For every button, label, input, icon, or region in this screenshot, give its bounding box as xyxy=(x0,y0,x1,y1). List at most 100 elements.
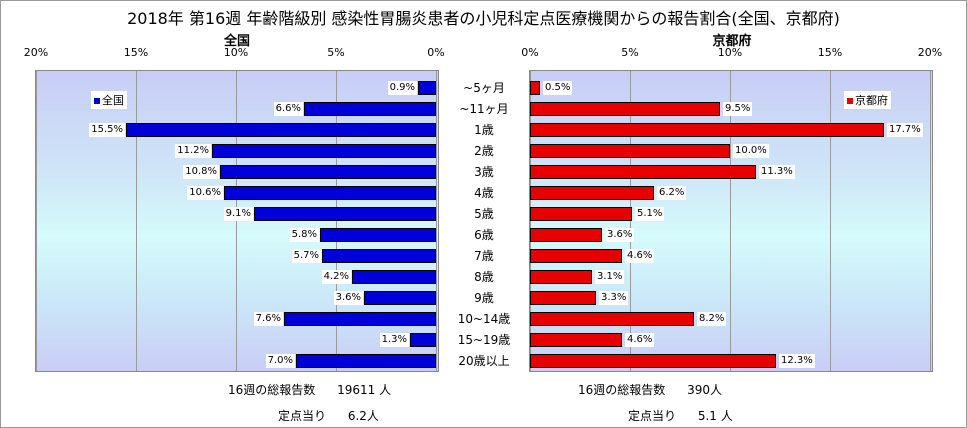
kyoto-data-label: 6.2% xyxy=(657,186,687,200)
age-category-label: 10~14歳 xyxy=(457,312,511,326)
national-bar xyxy=(220,165,436,179)
national-bar xyxy=(212,144,436,158)
left-tick-label: 0% xyxy=(427,46,445,59)
kyoto-data-label: 11.3% xyxy=(759,165,795,179)
national-bar xyxy=(304,102,436,116)
right-total-reports: 16週の総報告数 390人 xyxy=(578,381,722,398)
age-category-label: 20歳以上 xyxy=(458,354,510,368)
kyoto-data-label: 3.6% xyxy=(605,228,635,242)
kyoto-bar xyxy=(530,207,632,221)
right-tick-label: 15% xyxy=(817,46,843,59)
kyoto-data-label: 4.6% xyxy=(625,249,655,263)
kyoto-bar xyxy=(530,144,730,158)
left-per-value: 6.2人 xyxy=(347,409,379,423)
left-total-reports: 16週の総報告数 19611 人 xyxy=(228,381,391,398)
left-tick-label: 10% xyxy=(223,46,249,59)
national-data-label: 4.2% xyxy=(321,270,351,284)
kyoto-bar xyxy=(530,354,776,368)
national-bar xyxy=(254,207,436,221)
national-bar xyxy=(418,81,436,95)
national-data-label: 9.1% xyxy=(223,207,253,221)
right-legend: 京都府 xyxy=(844,91,891,109)
legend-swatch-kyoto xyxy=(847,98,853,104)
national-data-label: 5.8% xyxy=(289,228,319,242)
left-gridline xyxy=(136,71,137,371)
left-gridline xyxy=(36,71,37,371)
kyoto-data-label: 17.7% xyxy=(887,123,923,137)
right-per-sentinel: 定点当り 5.1 人 xyxy=(628,407,733,424)
left-per-sentinel: 定点当り 6.2人 xyxy=(278,407,379,424)
left-tick-label: 5% xyxy=(327,46,345,59)
kyoto-bar xyxy=(530,249,622,263)
national-bar xyxy=(410,333,436,347)
left-gridline xyxy=(436,71,437,371)
right-tick-label: 20% xyxy=(917,46,943,59)
left-total-label: 16週の総報告数 xyxy=(228,383,316,397)
national-bar xyxy=(126,123,436,137)
right-total-value: 390人 xyxy=(687,383,723,397)
kyoto-bar xyxy=(530,228,602,242)
age-category-label: 3歳 xyxy=(474,165,494,179)
kyoto-bar xyxy=(530,186,654,200)
right-gridline xyxy=(630,71,631,371)
left-tick-label: 20% xyxy=(23,46,49,59)
kyoto-data-label: 3.1% xyxy=(595,270,625,284)
age-category-label: 5歳 xyxy=(474,207,494,221)
kyoto-bar xyxy=(530,312,694,326)
right-panel-title: 京都府 xyxy=(712,34,752,49)
national-data-label: 5.7% xyxy=(291,249,321,263)
kyoto-data-label: 5.1% xyxy=(635,207,665,221)
right-plot-area: 京都府 0.5% 9.5% 17.7% 10.0% 11.3% 6.2% 5.1% 3.6% 4… xyxy=(529,70,933,372)
right-gridline xyxy=(930,71,931,371)
national-data-label: 10.8% xyxy=(183,165,219,179)
kyoto-data-label: 0.5% xyxy=(543,81,573,95)
national-bar xyxy=(364,291,436,305)
right-per-value: 5.1 人 xyxy=(697,409,733,423)
national-bar xyxy=(224,186,436,200)
age-category-label: ~11ヶ月 xyxy=(459,102,509,116)
left-plot-area: 全国 0.9% 6.6% 15.5% 11.2% 10.8% 10.6% 9.1% 5.8% 5… xyxy=(35,70,439,372)
national-bar xyxy=(296,354,436,368)
national-bar xyxy=(284,312,436,326)
kyoto-data-label: 3.3% xyxy=(599,291,629,305)
national-bar xyxy=(352,270,436,284)
national-bar xyxy=(320,228,436,242)
left-legend-label: 全国 xyxy=(102,94,124,107)
national-data-label: 7.0% xyxy=(265,354,295,368)
left-legend: 全国 xyxy=(91,91,127,109)
kyoto-data-label: 9.5% xyxy=(723,102,753,116)
kyoto-data-label: 4.6% xyxy=(625,333,655,347)
right-tick-label: 10% xyxy=(717,46,743,59)
right-gridline xyxy=(830,71,831,371)
age-category-label: 7歳 xyxy=(474,249,494,263)
left-total-value: 19611 人 xyxy=(337,383,392,397)
kyoto-bar xyxy=(530,333,622,347)
kyoto-bar xyxy=(530,81,540,95)
right-tick-label: 5% xyxy=(621,46,639,59)
right-total-label: 16週の総報告数 xyxy=(578,383,666,397)
left-gridline xyxy=(236,71,237,371)
kyoto-bar xyxy=(530,291,596,305)
kyoto-data-label: 8.2% xyxy=(697,312,727,326)
right-gridline xyxy=(530,71,531,371)
kyoto-data-label: 12.3% xyxy=(779,354,815,368)
right-per-label: 定点当り xyxy=(628,409,677,423)
kyoto-bar xyxy=(530,102,720,116)
age-category-label: 4歳 xyxy=(474,186,494,200)
left-panel-title: 全国 xyxy=(223,34,250,49)
age-category-label: 15~19歳 xyxy=(457,333,511,347)
national-data-label: 1.3% xyxy=(379,333,409,347)
left-gridline xyxy=(336,71,337,371)
left-per-label: 定点当り xyxy=(278,409,327,423)
kyoto-bar xyxy=(530,123,884,137)
age-category-label: ~5ヶ月 xyxy=(463,81,505,95)
national-data-label: 6.6% xyxy=(273,102,303,116)
left-tick-label: 15% xyxy=(123,46,149,59)
national-data-label: 11.2% xyxy=(175,144,211,158)
right-legend-label: 京都府 xyxy=(855,94,888,107)
national-data-label: 10.6% xyxy=(187,186,223,200)
national-data-label: 7.6% xyxy=(253,312,283,326)
right-tick-label: 0% xyxy=(521,46,539,59)
age-category-label: 2歳 xyxy=(474,144,494,158)
national-data-label: 15.5% xyxy=(89,123,125,137)
